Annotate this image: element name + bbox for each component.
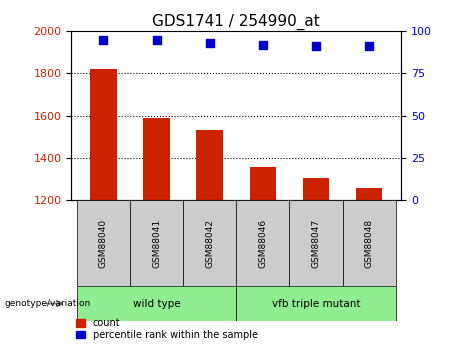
Bar (249, 167, 276, 200)
FancyBboxPatch shape (236, 200, 290, 286)
Point (153, 37, 160, 42)
FancyBboxPatch shape (77, 286, 236, 321)
Point (259, 42, 266, 47)
FancyBboxPatch shape (290, 200, 343, 286)
Text: vfb triple mutant: vfb triple mutant (272, 299, 360, 308)
FancyBboxPatch shape (343, 200, 396, 286)
Point (100, 37, 107, 42)
FancyBboxPatch shape (130, 200, 183, 286)
Point (206, 40, 213, 46)
Point (366, 43, 373, 49)
FancyBboxPatch shape (236, 286, 396, 321)
Bar (356, 188, 383, 200)
Bar (303, 178, 329, 200)
Text: GSM88048: GSM88048 (365, 219, 374, 268)
Bar (143, 118, 170, 200)
Text: genotype/variation: genotype/variation (5, 299, 91, 308)
Text: wild type: wild type (133, 299, 180, 308)
Text: GSM88040: GSM88040 (99, 219, 108, 268)
Text: GSM88047: GSM88047 (312, 219, 320, 268)
Bar (90, 69, 117, 200)
Bar (196, 130, 223, 200)
Point (312, 43, 319, 49)
FancyBboxPatch shape (77, 200, 130, 286)
FancyBboxPatch shape (183, 200, 236, 286)
Text: GSM88046: GSM88046 (258, 219, 267, 268)
Text: GSM88041: GSM88041 (152, 219, 161, 268)
Legend: count, percentile rank within the sample: count, percentile rank within the sample (77, 318, 258, 340)
Title: GDS1741 / 254990_at: GDS1741 / 254990_at (153, 13, 320, 30)
Text: GSM88042: GSM88042 (205, 219, 214, 268)
